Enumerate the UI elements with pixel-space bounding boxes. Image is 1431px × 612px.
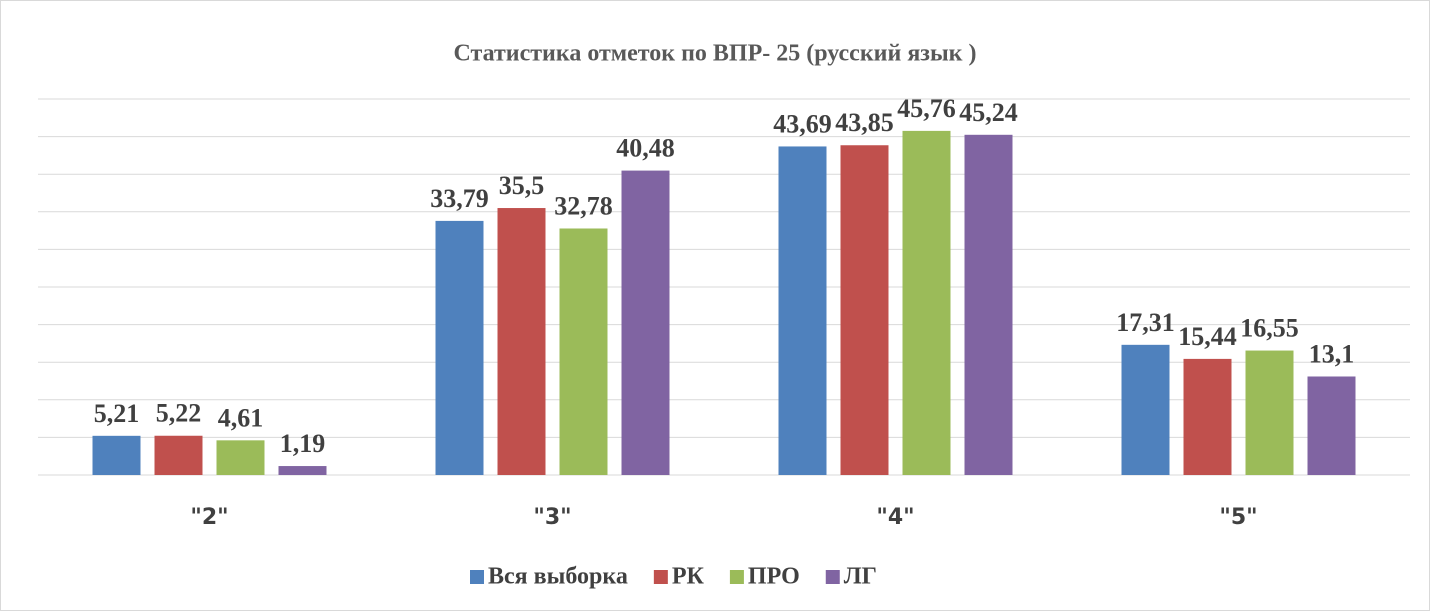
value-label: 40,48 (616, 134, 675, 163)
legend-swatch (470, 570, 484, 584)
value-label: 43,69 (773, 109, 832, 138)
bar (435, 220, 484, 475)
bar (1307, 376, 1356, 475)
bar (1121, 344, 1170, 475)
value-label: 45,24 (959, 98, 1018, 127)
value-label: 16,55 (1240, 314, 1299, 343)
legend-swatch (825, 570, 840, 584)
bar (278, 466, 327, 475)
x-tick-label: "3" (533, 505, 571, 530)
legend-swatch (729, 570, 744, 584)
x-tick-label: "2" (190, 505, 228, 530)
bar (778, 146, 827, 475)
bar (621, 170, 670, 475)
value-label: 5,21 (94, 399, 140, 428)
bar (497, 208, 546, 476)
legend-swatch (653, 570, 668, 584)
bar (92, 435, 141, 475)
bar (1183, 358, 1232, 475)
value-label: 33,79 (430, 184, 489, 213)
legend-label: РК (672, 564, 705, 590)
value-label: 4,61 (218, 403, 264, 432)
bar (154, 435, 203, 475)
value-label: 5,22 (156, 399, 202, 428)
value-label: 45,76 (897, 94, 956, 123)
bar (964, 134, 1013, 475)
legend-label: Вся выборка (488, 564, 628, 590)
value-label: 1,19 (280, 429, 326, 458)
value-label: 35,5 (499, 171, 545, 200)
bar (559, 228, 608, 475)
bar (902, 130, 951, 475)
value-label: 32,78 (554, 191, 613, 220)
legend-label: ЛГ (844, 564, 877, 590)
value-label: 43,85 (835, 108, 894, 137)
bar (216, 440, 265, 475)
value-label: 15,44 (1178, 322, 1237, 351)
legend-label: ПРО (748, 564, 800, 590)
value-label: 13,1 (1309, 339, 1355, 368)
value-label: 17,31 (1116, 308, 1175, 337)
bar (840, 145, 889, 476)
chart-title: Статистика отметок по ВПР- 25 (русский я… (453, 41, 976, 67)
x-tick-label: "4" (876, 505, 914, 530)
x-tick-label: "5" (1219, 505, 1257, 530)
bar (1245, 350, 1294, 475)
